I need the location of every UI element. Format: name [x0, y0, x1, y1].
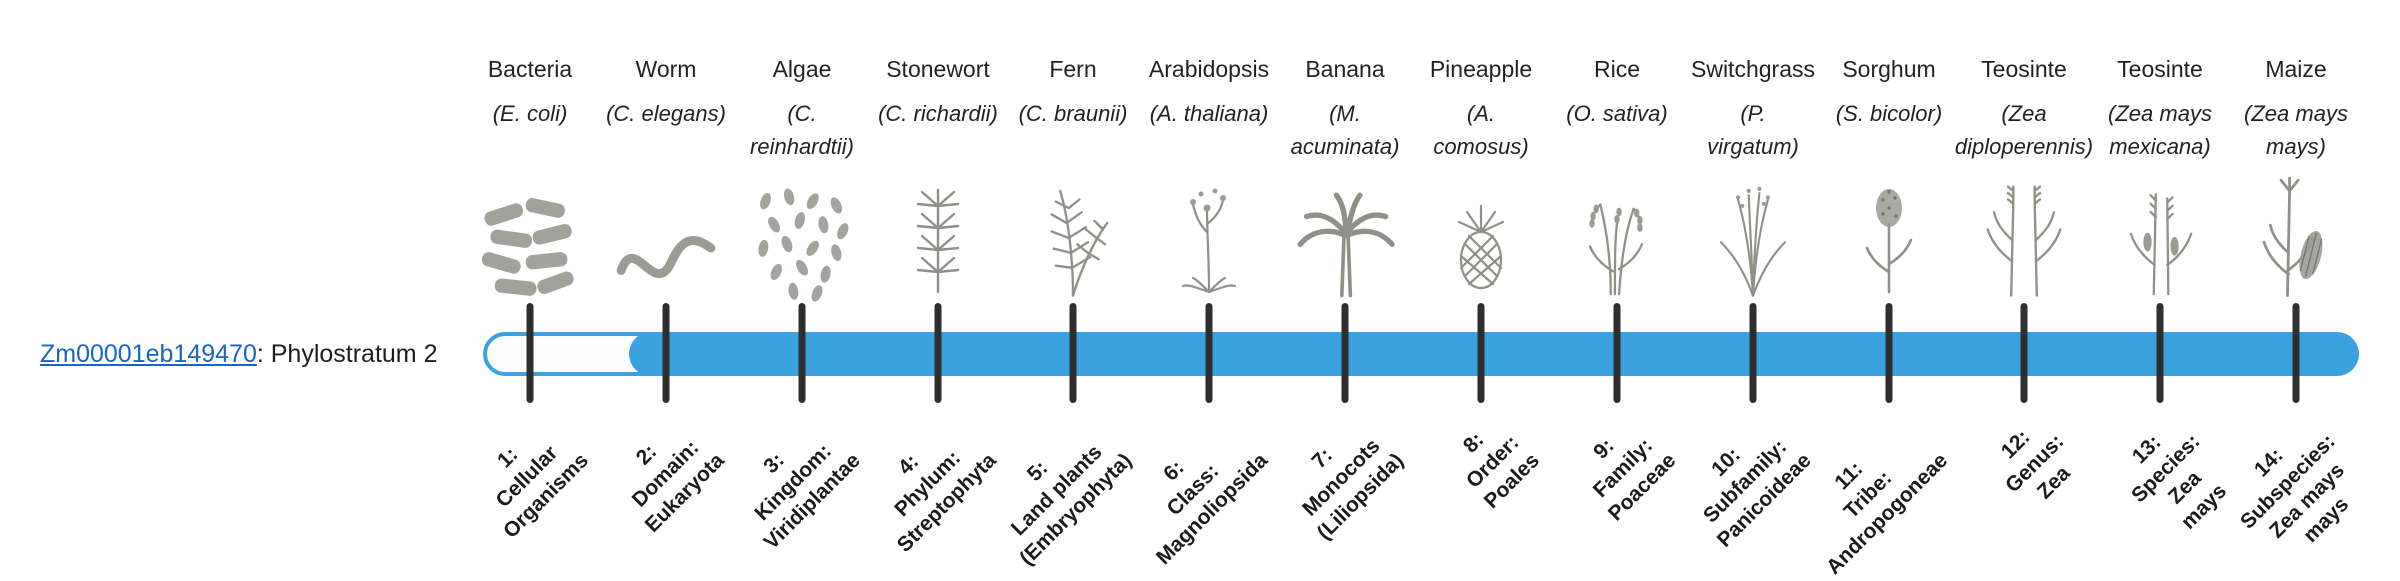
timeline-bar [483, 332, 2359, 376]
stratum-label: 11: Tribe: Andropogoneae [1821, 448, 1952, 579]
organism-scientific-name: (A. comosus) [1433, 101, 1529, 159]
phylostratum-column: Arabidopsis (A. thaliana) [1118, 56, 1300, 302]
stratum-tick-mark [526, 303, 534, 403]
banana-icon [1289, 176, 1401, 302]
arabidopsis-icon [1159, 176, 1259, 302]
phylostratum-column: Banana (M. acuminata) [1254, 56, 1436, 302]
phylostratum-column: Stonewort (C. richardii) [847, 56, 1029, 302]
stratum-label: 2: Domain: Eukaryota [628, 435, 729, 537]
organism-scientific-name: (C. reinhardtii) [750, 101, 854, 159]
stratum-label: 14: Subspecies: Zea mays mays [2236, 429, 2354, 547]
organism-scientific-name: (C. elegans) [606, 101, 726, 126]
phylostratum-column: Switchgrass (P. virgatum) [1662, 56, 1844, 302]
phylostratum-column: Teosinte (Zea mays mexicana) [2069, 56, 2251, 302]
stratum-label: 8: Order: Poales [1459, 428, 1544, 513]
stratum-tick-mark [2292, 303, 2300, 403]
organism-common-name: Sorghum [1842, 56, 1936, 82]
stratum-tick-mark [1205, 303, 1213, 403]
stratum-tick-mark [1069, 303, 1077, 403]
gene-phylostratum-text: : Phylostratum 2 [256, 340, 438, 368]
phylostratum-column: Teosinte (Zea diploperennis) [1933, 56, 2115, 302]
stratum-label: 7: Monocots (Liliopsida) [1298, 434, 1408, 545]
organism-common-name: Teosinte [2117, 56, 2203, 82]
pineapple-icon [1431, 176, 1531, 302]
phylostratum-column: Sorghum (S. bicolor) [1798, 56, 1980, 302]
organism-scientific-name: (Zea mays mexicana) [2108, 101, 2212, 159]
organism-common-name: Algae [772, 56, 832, 82]
organism-scientific-name: (A. thaliana) [1149, 101, 1269, 126]
phylostratum-column: Algae (C. reinhardtii) [711, 56, 893, 302]
worm-icon [610, 212, 722, 302]
teosinte-diploperennis-icon [1970, 176, 2078, 302]
stratum-tick-mark [798, 303, 806, 403]
organism-common-name: Rice [1593, 56, 1640, 82]
sorghum-icon [1839, 176, 1939, 302]
switchgrass-icon [1699, 176, 1807, 302]
fern-icon [1019, 176, 1127, 302]
gene-id-link[interactable]: Zm00001eb149470 [40, 340, 257, 368]
stratum-tick-mark [934, 303, 942, 403]
phylostratum-column: Maize (Zea mays mays) [2205, 56, 2387, 302]
organism-common-name: Arabidopsis [1148, 56, 1270, 82]
stratum-tick-mark [1885, 303, 1893, 403]
phylostratum-column: Fern (C. braunii) [982, 56, 1164, 302]
organism-common-name: Stonewort [886, 56, 990, 82]
phylostratum-column: Bacteria (E. coli) [439, 56, 621, 302]
stratum-tick-mark [2020, 303, 2028, 403]
stratum-label: 1: Cellular Organisms [491, 441, 593, 543]
stratum-label: 5: Land plants (Embryophyta) [1006, 440, 1136, 570]
gene-label: Zm00001eb149470: Phylostratum 2 [40, 340, 438, 369]
organism-scientific-name: (P. virgatum) [1707, 101, 1799, 159]
organism-common-name: Pineapple [1429, 56, 1533, 82]
stratum-tick-mark [1613, 303, 1621, 403]
stratum-tick-mark [1749, 303, 1757, 403]
organism-scientific-name: (Zea diploperennis) [1954, 101, 2094, 159]
organism-common-name: Maize [2265, 56, 2327, 82]
rice-icon [1565, 176, 1669, 302]
stratum-label: 9: Family: Poaceae [1588, 433, 1680, 526]
stratum-label: 13: Species: Zea mays [2126, 429, 2231, 534]
maize-icon [2242, 176, 2350, 302]
organism-common-name: Bacteria [487, 56, 573, 82]
stonewort-icon [888, 176, 988, 302]
stratum-label: 6: Class: Magnoliopsida [1151, 448, 1272, 569]
organism-common-name: Switchgrass [1691, 56, 1815, 82]
organism-common-name: Fern [1049, 56, 1097, 82]
organism-scientific-name: (M. acuminata) [1290, 101, 1400, 159]
phylostratum-column: Pineapple (A. comosus) [1390, 56, 1572, 302]
stratum-label: 3: Kingdom: Viridiplantae [750, 439, 865, 554]
stratum-tick-mark [1477, 303, 1485, 403]
phylostratum-column: Rice (O. sativa) [1526, 56, 1708, 302]
organism-scientific-name: (C. richardii) [878, 101, 998, 126]
organism-scientific-name: (Zea mays mays) [2244, 101, 2348, 159]
stratum-label: 4: Phylum: Streptophyta [890, 446, 1001, 557]
stratum-label: 12: Genus: Zea [1996, 425, 2075, 504]
stratum-tick-mark [662, 303, 670, 403]
timeline-bar-filled-segment [629, 332, 2359, 376]
organism-scientific-name: (O. sativa) [1566, 101, 1668, 126]
bacteria-icon [474, 192, 586, 302]
teosinte-mexicana-icon [2108, 176, 2212, 302]
stratum-tick-mark [1341, 303, 1349, 403]
organism-scientific-name: (S. bicolor) [1835, 101, 1943, 126]
organism-scientific-name: (C. braunii) [1018, 101, 1128, 126]
organism-common-name: Worm [635, 56, 697, 82]
organism-common-name: Teosinte [1981, 56, 2067, 82]
phylostratum-column: Worm (C. elegans) [575, 56, 757, 302]
organism-scientific-name: (E. coli) [492, 101, 568, 126]
stratum-tick-mark [2156, 303, 2164, 403]
organism-common-name: Banana [1305, 56, 1385, 82]
algae-icon [748, 184, 856, 302]
